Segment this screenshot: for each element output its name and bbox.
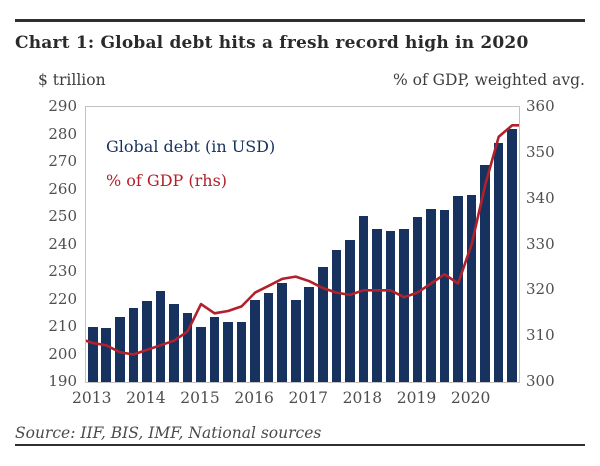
- bar: [155, 291, 166, 382]
- bar: [493, 142, 504, 382]
- axis-tick-label: 230: [48, 262, 77, 280]
- bottom-divider: [15, 444, 585, 446]
- year-label: 2017: [288, 389, 328, 407]
- axis-tick-label: 290: [48, 97, 77, 115]
- year-label: 2018: [342, 389, 383, 407]
- bar: [196, 327, 206, 382]
- bar: [345, 240, 355, 382]
- bar: [480, 164, 490, 382]
- bar: [142, 300, 152, 382]
- left-axis-title: $ trillion: [38, 71, 106, 89]
- axis-tick-label: 350: [526, 142, 555, 161]
- axis-tick-label: 270: [48, 152, 77, 170]
- axis-tick-label: 210: [48, 317, 77, 335]
- year-label: 2015: [180, 389, 220, 407]
- year-label: 2019: [396, 389, 437, 407]
- axis-tick-label: 310: [526, 326, 555, 345]
- bar: [358, 215, 369, 382]
- axis-tick-label: 220: [48, 289, 77, 308]
- bar: [304, 287, 315, 382]
- axis-tick-label: 260: [48, 179, 77, 198]
- year-label: 2016: [234, 389, 274, 407]
- axis-tick-label: 280: [48, 124, 77, 143]
- legend-pct-gdp: % of GDP (rhs): [106, 171, 228, 190]
- bar: [331, 250, 342, 382]
- axis-tick-label: 300: [526, 372, 555, 390]
- bar: [169, 303, 179, 382]
- bar: [385, 230, 396, 382]
- source-note: Source: IIF, BIS, IMF, National sources: [15, 424, 322, 442]
- year-label: 2020: [450, 389, 491, 407]
- bar: [372, 229, 382, 382]
- bar: [399, 229, 409, 382]
- bar: [250, 299, 260, 382]
- axis-tick-label: 240: [48, 234, 77, 253]
- bar: [115, 317, 125, 382]
- legend-global-debt: Global debt (in USD): [106, 137, 276, 156]
- bar: [128, 307, 139, 382]
- axis-tick-label: 340: [526, 188, 555, 207]
- bar: [182, 313, 193, 382]
- year-label: 2013: [72, 389, 112, 407]
- bar: [223, 321, 233, 382]
- axis-tick-label: 320: [526, 280, 555, 299]
- bar: [290, 299, 301, 382]
- plot-area: Global debt (in USD) % of GDP (rhs): [85, 106, 520, 383]
- bar: [426, 208, 436, 382]
- bar: [209, 317, 220, 382]
- bar: [277, 283, 287, 382]
- bar: [453, 196, 463, 382]
- axis-tick-label: 190: [48, 372, 77, 390]
- top-divider: [15, 19, 585, 22]
- bar: [317, 266, 328, 382]
- year-label: 2014: [126, 389, 166, 407]
- bar: [101, 328, 112, 382]
- bar: [87, 327, 98, 382]
- axis-tick-label: 250: [48, 207, 77, 225]
- bar: [466, 195, 477, 382]
- axis-tick-label: 200: [48, 344, 77, 363]
- axis-tick-label: 360: [526, 97, 555, 115]
- chart-title: Chart 1: Global debt hits a fresh record…: [15, 33, 529, 53]
- bar: [236, 321, 247, 382]
- right-axis-title: % of GDP, weighted avg.: [392, 71, 585, 89]
- bar: [439, 210, 450, 382]
- axis-tick-label: 330: [526, 234, 555, 253]
- bar: [507, 129, 518, 382]
- bar: [412, 217, 423, 382]
- bar: [263, 292, 274, 382]
